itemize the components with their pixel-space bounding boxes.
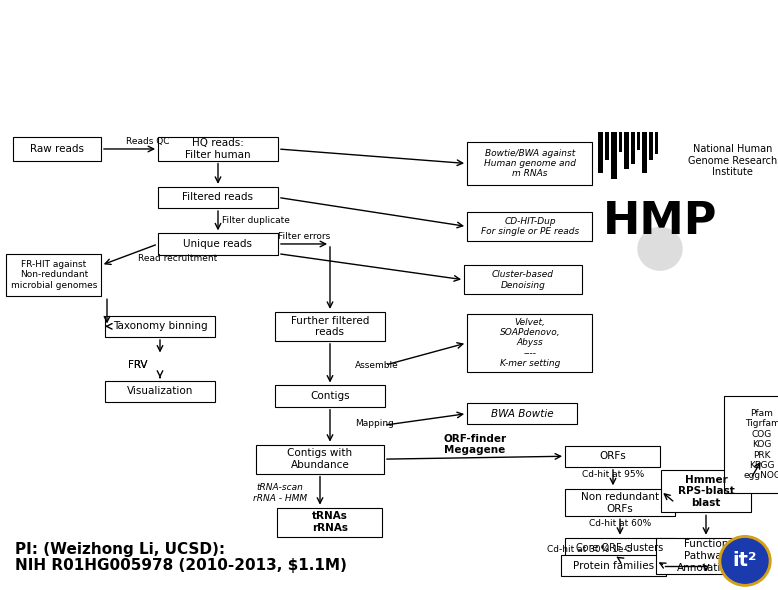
Text: Assemble: Assemble — [355, 360, 399, 369]
Bar — [566, 445, 661, 467]
Bar — [655, 133, 658, 154]
Bar — [661, 470, 751, 513]
Text: Contigs with
Abundance: Contigs with Abundance — [287, 448, 352, 470]
Bar — [468, 142, 593, 185]
Bar — [605, 133, 609, 160]
Bar — [631, 133, 635, 163]
Bar — [275, 385, 385, 407]
Text: Taxonomy binning: Taxonomy binning — [113, 322, 207, 332]
Text: Filtered reads: Filtered reads — [183, 192, 254, 202]
Text: Further filtered
reads: Further filtered reads — [291, 316, 370, 337]
Text: Bowtie/BWA against
Human genome and
m RNAs: Bowtie/BWA against Human genome and m RN… — [484, 149, 576, 178]
Text: National Human
Genome Research
Institute: National Human Genome Research Institute — [688, 144, 777, 178]
Bar — [619, 133, 622, 152]
Text: Protein families: Protein families — [573, 560, 654, 571]
Text: HQ reads:
Filter human: HQ reads: Filter human — [185, 138, 251, 160]
Circle shape — [722, 539, 768, 583]
Text: BWA Bowtie: BWA Bowtie — [491, 409, 553, 418]
Text: Non redundant
ORFs: Non redundant ORFs — [581, 492, 659, 513]
Bar — [649, 133, 653, 160]
Text: We Used Weizhong Li Group’s Metagenomic: We Used Weizhong Li Group’s Metagenomic — [114, 30, 664, 50]
Text: Raw reads: Raw reads — [30, 144, 84, 154]
Text: tRNA-scan
rRNA - HMM: tRNA-scan rRNA - HMM — [253, 483, 307, 503]
Text: Unique reads: Unique reads — [184, 239, 253, 249]
Circle shape — [638, 228, 682, 270]
Bar — [637, 133, 640, 150]
Text: Pfam
Tigrfam
COG
KOG
PRK
KEGG
eggNOG: Pfam Tigrfam COG KOG PRK KEGG eggNOG — [743, 409, 778, 480]
Text: HMP: HMP — [603, 200, 717, 243]
Text: Cd-hit at 30% 1e-5: Cd-hit at 30% 1e-5 — [547, 545, 633, 554]
Bar — [6, 254, 101, 296]
Text: Reads QC: Reads QC — [126, 137, 170, 146]
Text: Velvet,
SOAPdenovo,
Abyss
----
K-mer setting: Velvet, SOAPdenovo, Abyss ---- K-mer set… — [499, 317, 560, 368]
Bar — [278, 507, 383, 537]
Text: it²: it² — [733, 552, 757, 571]
Text: FRV: FRV — [128, 360, 148, 370]
Bar — [562, 555, 667, 576]
Text: Contigs: Contigs — [310, 391, 350, 401]
Text: Cd-hit at 95%: Cd-hit at 95% — [582, 470, 644, 478]
Bar — [624, 133, 629, 169]
Bar — [158, 137, 278, 160]
Bar — [642, 133, 647, 173]
Bar — [105, 381, 215, 402]
Bar — [656, 537, 756, 575]
Bar — [105, 316, 215, 337]
Bar — [13, 137, 101, 160]
Text: CD-HIT-Dup
For single or PE reads: CD-HIT-Dup For single or PE reads — [481, 217, 579, 236]
Bar — [467, 403, 577, 424]
Circle shape — [719, 536, 771, 586]
Text: Filter errors: Filter errors — [278, 232, 330, 241]
Text: tRNAs
rRNAs: tRNAs rRNAs — [312, 512, 348, 533]
Bar — [275, 312, 385, 341]
Bar — [158, 233, 278, 255]
Text: PI: (Weizhong Li, UCSD):: PI: (Weizhong Li, UCSD): — [15, 542, 225, 557]
Text: ORFs: ORFs — [600, 451, 626, 461]
Text: Function
Pathway
Annotation: Function Pathway Annotation — [678, 539, 734, 573]
Text: Filter duplicate: Filter duplicate — [222, 216, 290, 225]
Text: Hmmer
RPS-blast
blast: Hmmer RPS-blast blast — [678, 474, 734, 508]
Bar — [565, 489, 675, 516]
Text: Cd-hit at 60%: Cd-hit at 60% — [589, 519, 651, 528]
Text: Cluster-based
Denoising: Cluster-based Denoising — [492, 270, 554, 290]
Bar — [565, 537, 675, 559]
Bar — [468, 212, 593, 241]
Text: Read recruitment: Read recruitment — [138, 254, 218, 263]
Bar — [724, 396, 778, 493]
Text: Visualization: Visualization — [127, 386, 193, 396]
Text: FRV: FRV — [128, 360, 148, 370]
Text: ORF-finder
Megagene: ORF-finder Megagene — [443, 434, 506, 455]
Text: NIH R01HG005978 (2010-2013, $1.1M): NIH R01HG005978 (2010-2013, $1.1M) — [15, 558, 347, 573]
Text: FR-HIT against
Non-redundant
microbial genomes: FR-HIT against Non-redundant microbial g… — [11, 260, 97, 290]
Bar — [611, 133, 617, 179]
Text: Core ORF clusters: Core ORF clusters — [576, 543, 664, 553]
Bar — [158, 187, 278, 208]
Bar — [464, 266, 582, 294]
Bar — [256, 445, 384, 474]
Text: Computational NextGen Sequencing Pipeline: Computational NextGen Sequencing Pipelin… — [107, 80, 671, 100]
Bar — [468, 314, 593, 372]
Text: Mapping: Mapping — [355, 419, 394, 428]
Bar — [598, 133, 603, 173]
